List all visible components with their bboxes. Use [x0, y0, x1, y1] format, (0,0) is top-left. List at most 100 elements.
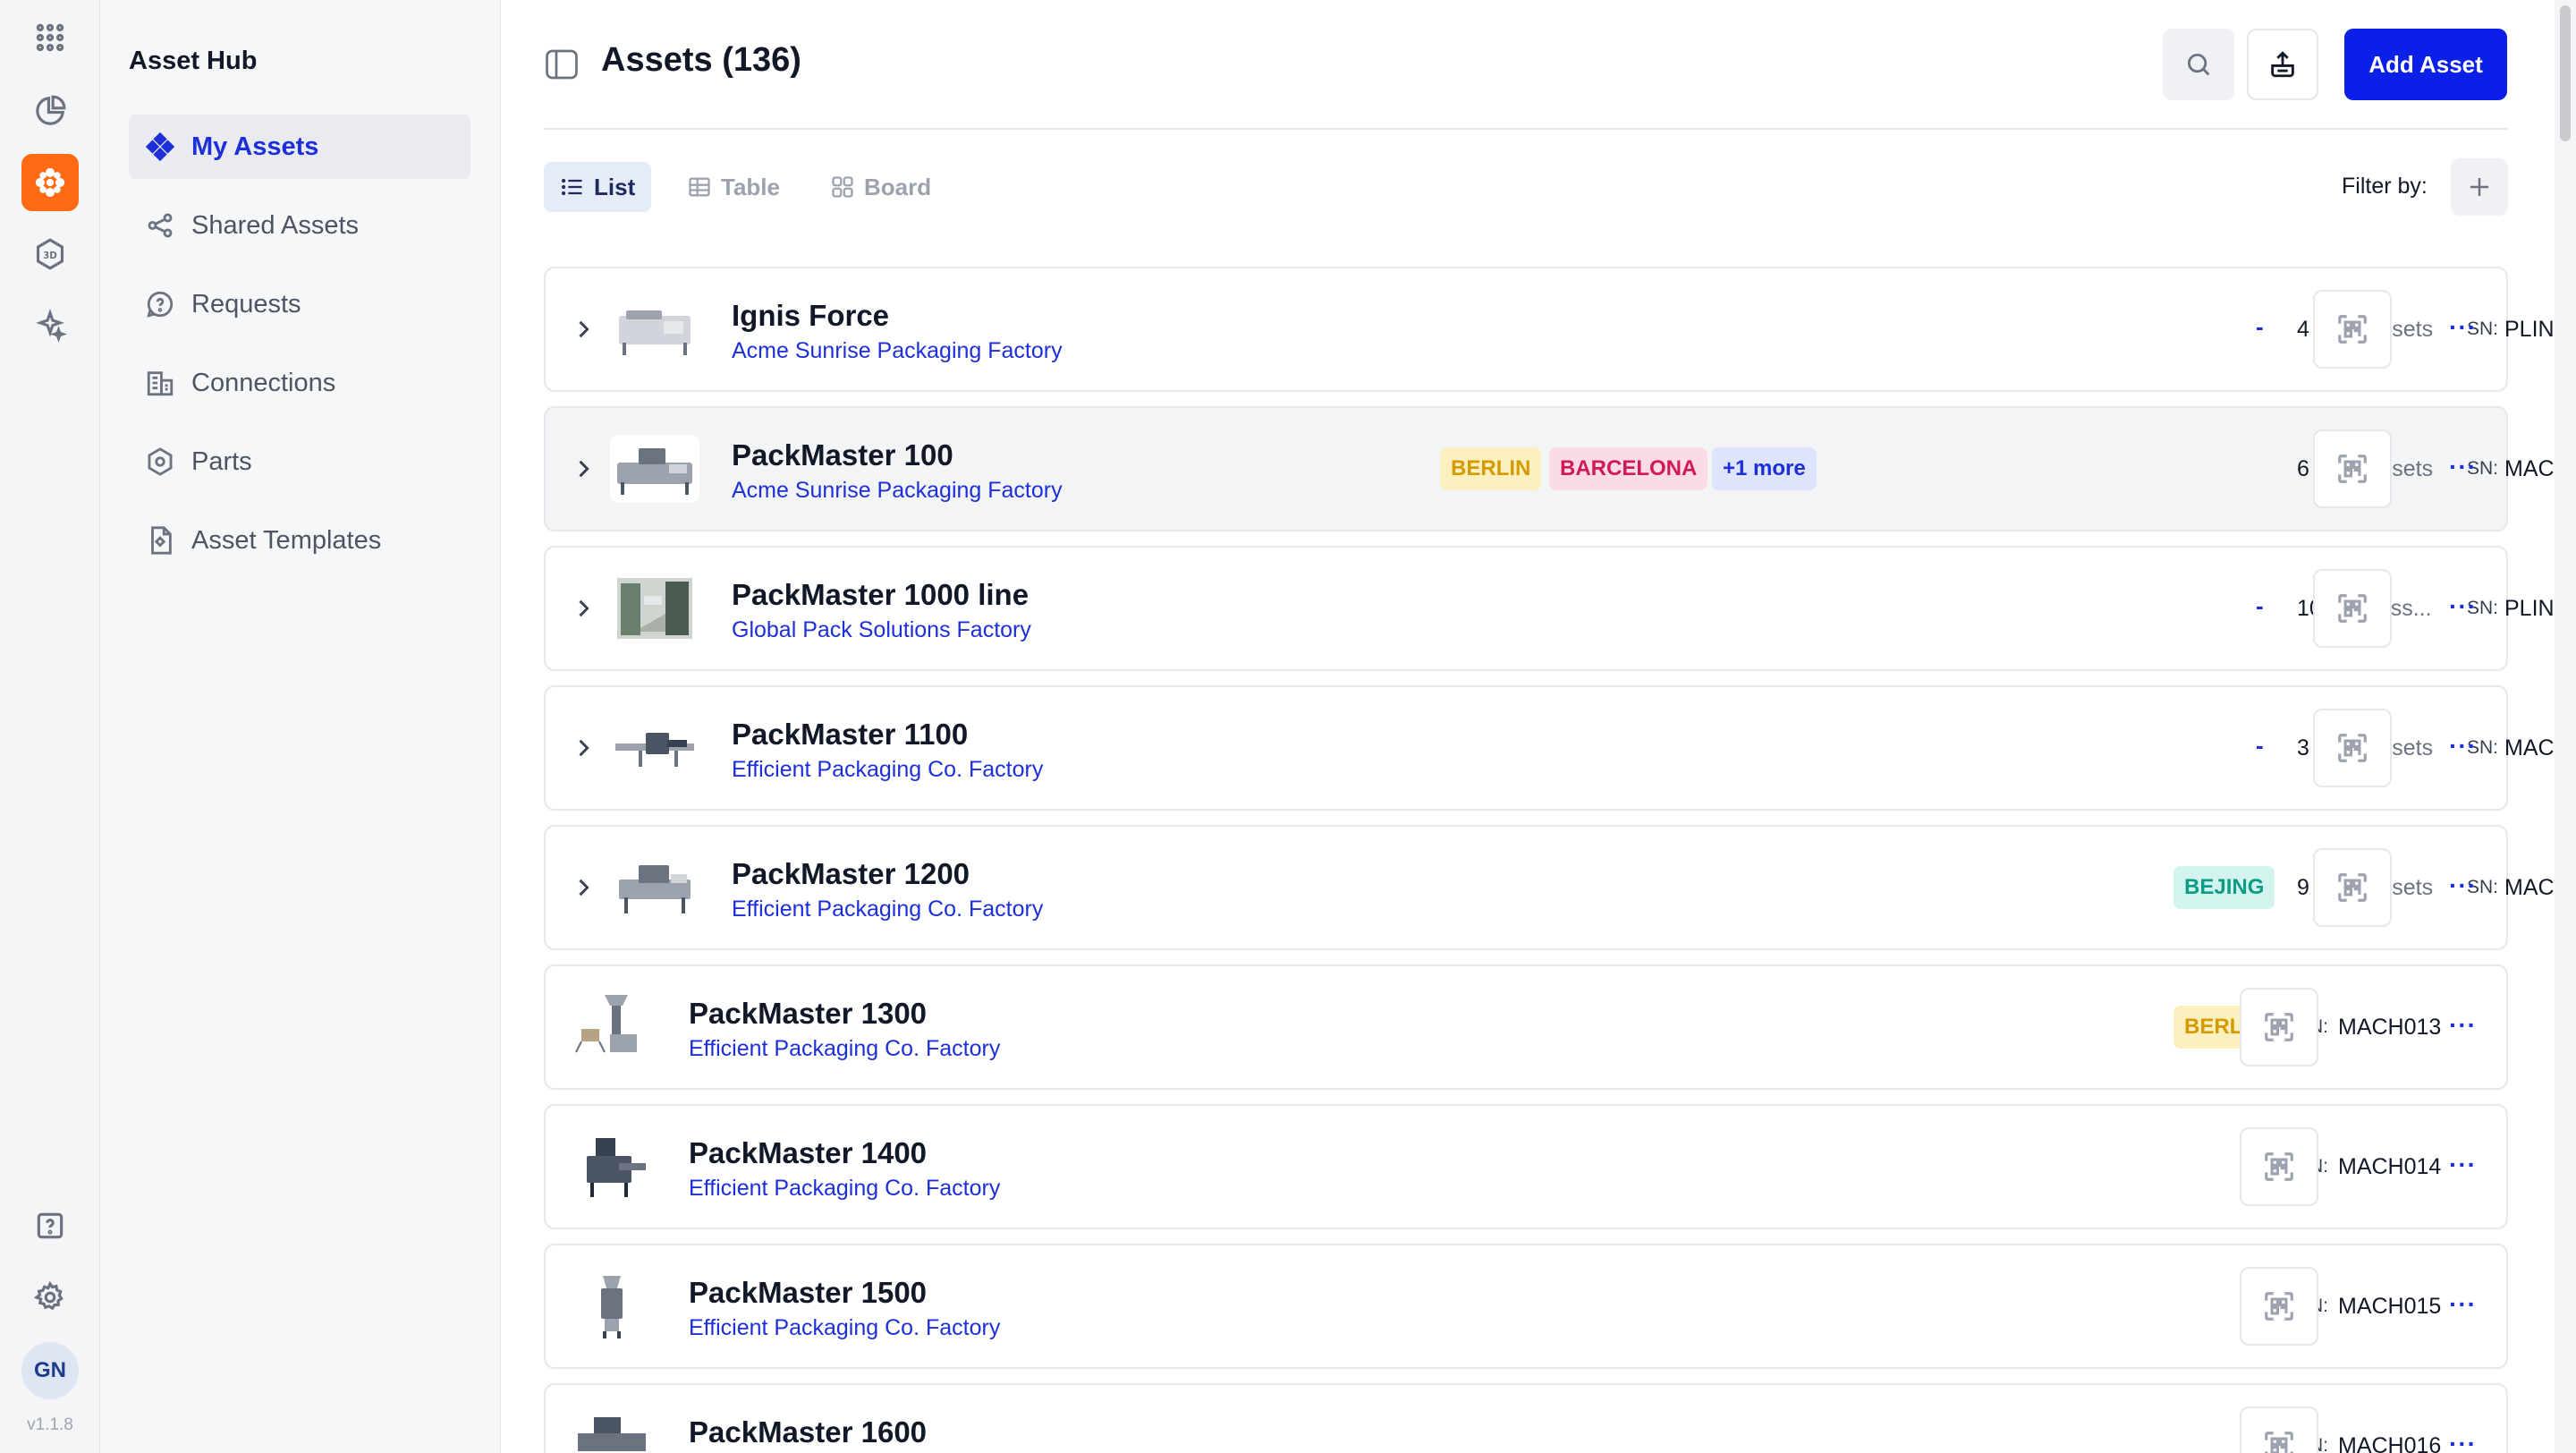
row-more-button[interactable]: ··· — [2449, 1151, 2477, 1178]
sidebar-item-requests[interactable]: Requests — [129, 272, 470, 336]
settings-gear-icon[interactable] — [21, 1269, 79, 1326]
sidebar-item-label: Connections — [191, 368, 336, 397]
qr-code-button[interactable] — [2240, 1406, 2318, 1453]
qr-code-button[interactable] — [2240, 988, 2318, 1066]
panel-toggle-icon[interactable] — [546, 49, 578, 80]
tab-table[interactable]: Table — [671, 162, 796, 212]
sidebar-item-parts[interactable]: Parts — [129, 429, 470, 494]
asset-location-link[interactable]: Efficient Packaging Co. Factory — [689, 1036, 1001, 1061]
no-tags-placeholder: - — [2256, 313, 2264, 340]
tab-label: Board — [864, 173, 932, 200]
building-icon — [147, 371, 174, 396]
row-more-button[interactable]: ··· — [2449, 313, 2477, 341]
no-tags-placeholder: - — [2256, 592, 2264, 619]
user-avatar[interactable]: GN — [21, 1342, 79, 1399]
asset-hub-icon[interactable] — [21, 154, 79, 211]
qr-code-icon — [2265, 1292, 2293, 1321]
asset-location-link[interactable]: Efficient Packaging Co. Factory — [689, 1176, 1001, 1201]
help-icon[interactable] — [21, 1197, 79, 1254]
asset-name[interactable]: PackMaster 1600 — [689, 1415, 928, 1449]
upload-button[interactable] — [2247, 29, 2318, 100]
add-filter-button[interactable] — [2451, 158, 2508, 216]
qr-code-icon — [2338, 734, 2367, 762]
chevron-right-icon[interactable] — [571, 596, 596, 621]
board-icon — [832, 176, 853, 198]
app-version: v1.1.8 — [27, 1415, 73, 1434]
qr-code-button[interactable] — [2313, 429, 2392, 508]
asset-location-link[interactable]: Efficient Packaging Co. Factory — [732, 757, 1044, 782]
asset-thumbnail — [567, 993, 657, 1061]
add-asset-button[interactable]: Add Asset — [2344, 29, 2507, 100]
search-button[interactable] — [2163, 29, 2234, 100]
scrollbar-thumb[interactable] — [2560, 5, 2571, 141]
asset-thumbnail — [610, 295, 699, 363]
asset-thumbnail — [567, 1272, 657, 1340]
upload-tray-icon — [2271, 51, 2294, 78]
row-more-button[interactable]: ··· — [2449, 1290, 2477, 1318]
qr-code-button[interactable] — [2240, 1127, 2318, 1206]
asset-thumbnail — [567, 1133, 657, 1201]
asset-name[interactable]: PackMaster 1400 — [689, 1136, 928, 1169]
file-template-icon — [151, 526, 172, 555]
tab-board[interactable]: Board — [814, 162, 947, 212]
asset-name[interactable]: PackMaster 1000 line — [732, 578, 1030, 611]
asset-row[interactable]: Ignis Force Acme Sunrise Packaging Facto… — [544, 267, 2576, 392]
chevron-right-icon[interactable] — [571, 317, 596, 342]
asset-location-link[interactable]: Acme Sunrise Packaging Factory — [732, 478, 1063, 503]
sidebar-item-shared-assets[interactable]: Shared Assets — [129, 193, 470, 258]
asset-location-link[interactable]: Global Pack Solutions Factory — [732, 617, 1031, 642]
asset-row[interactable]: PackMaster 1400 Efficient Packaging Co. … — [544, 1104, 2508, 1229]
row-more-button[interactable]: ··· — [2449, 453, 2477, 480]
asset-location-link[interactable]: Acme Sunrise Packaging Factory — [732, 338, 1063, 363]
qr-code-button[interactable] — [2313, 709, 2392, 787]
chevron-right-icon[interactable] — [571, 875, 596, 900]
ai-sparkle-icon[interactable] — [21, 297, 79, 354]
qr-code-button[interactable] — [2313, 569, 2392, 648]
asset-name[interactable]: PackMaster 100 — [732, 438, 953, 472]
tab-label: Table — [721, 173, 780, 200]
scrollbar-track[interactable] — [2555, 0, 2576, 1453]
asset-location-link[interactable]: Efficient Packaging Co. Factory — [732, 896, 1044, 922]
asset-name[interactable]: PackMaster 1300 — [689, 997, 928, 1030]
diamond-cluster-icon — [145, 132, 175, 162]
row-more-button[interactable]: ··· — [2449, 732, 2477, 760]
row-more-button[interactable]: ··· — [2449, 1430, 2477, 1453]
asset-row[interactable]: PackMaster 100 Acme Sunrise Packaging Fa… — [544, 406, 2576, 531]
chevron-right-icon[interactable] — [571, 456, 596, 481]
asset-row[interactable]: PackMaster 1600 - SN: MACH016 ··· — [544, 1383, 2508, 1453]
row-more-button[interactable]: ··· — [2449, 1011, 2477, 1039]
analytics-icon[interactable] — [21, 82, 79, 140]
sidebar-item-my-assets[interactable]: My Assets — [129, 115, 470, 179]
asset-row[interactable]: PackMaster 1000 line Global Pack Solutio… — [544, 546, 2576, 671]
asset-row[interactable]: PackMaster 1100 Efficient Packaging Co. … — [544, 685, 2576, 811]
qr-code-button[interactable] — [2240, 1267, 2318, 1346]
tab-list[interactable]: List — [544, 162, 652, 212]
tab-label: List — [594, 173, 636, 200]
sidebar-item-label: Asset Templates — [191, 525, 382, 555]
asset-name[interactable]: PackMaster 1500 — [689, 1276, 928, 1309]
app-grid-icon[interactable] — [21, 9, 79, 66]
qr-code-button[interactable] — [2313, 848, 2392, 927]
asset-thumbnail — [610, 435, 699, 503]
more-tags-badge[interactable]: +1 more — [1712, 447, 1817, 490]
location-tag: BERLIN — [1440, 447, 1542, 490]
list-icon — [561, 178, 582, 196]
sidebar-item-asset-templates[interactable]: Asset Templates — [129, 508, 470, 573]
asset-row[interactable]: PackMaster 1200 Efficient Packaging Co. … — [544, 825, 2576, 950]
qr-code-button[interactable] — [2313, 290, 2392, 369]
sidebar-item-connections[interactable]: Connections — [129, 351, 470, 415]
asset-row[interactable]: PackMaster 1500 Efficient Packaging Co. … — [544, 1244, 2508, 1369]
chevron-right-icon[interactable] — [571, 735, 596, 760]
asset-thumbnail — [610, 854, 699, 922]
row-more-button[interactable]: ··· — [2449, 592, 2477, 620]
asset-location-link[interactable]: Efficient Packaging Co. Factory — [689, 1315, 1001, 1340]
3d-viewer-icon[interactable]: 3D — [21, 225, 79, 283]
location-tag: BEJING — [2174, 866, 2275, 909]
qr-code-icon — [2338, 873, 2367, 902]
asset-row[interactable]: PackMaster 1300 Efficient Packaging Co. … — [544, 964, 2508, 1090]
asset-name[interactable]: PackMaster 1200 — [732, 857, 970, 890]
row-more-button[interactable]: ··· — [2449, 871, 2477, 899]
asset-name[interactable]: PackMaster 1100 — [732, 718, 969, 751]
asset-name[interactable]: Ignis Force — [732, 299, 890, 332]
serial-number: MACH016 — [2338, 1433, 2442, 1453]
